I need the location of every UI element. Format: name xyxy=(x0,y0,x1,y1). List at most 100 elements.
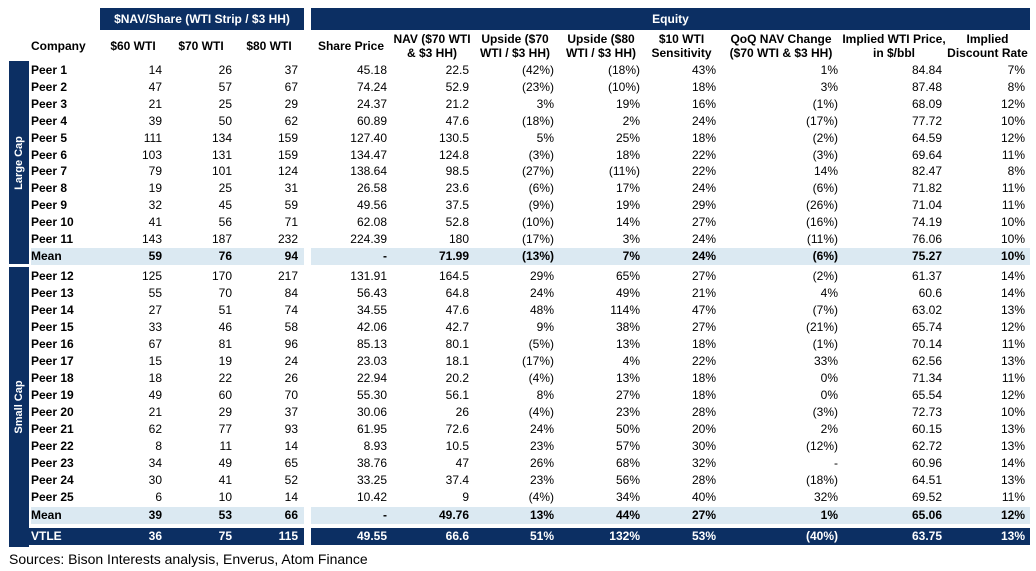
cell-70-wti: 134 xyxy=(211,130,232,145)
col-header-company: Company xyxy=(31,39,86,53)
col-header-10-wti-sensitivity: $10 WTI Sensitivity xyxy=(651,32,712,60)
cell-70-wti: 19 xyxy=(218,354,232,368)
table-row: Peer 2 47 57 67 74.24 52.9 (23%) (10%) 18% 3% 87.4… xyxy=(0,79,1036,96)
company-cell: Peer 6 xyxy=(31,147,68,162)
mean-band-nav xyxy=(31,248,304,265)
cell-80-wti: 37 xyxy=(284,405,298,419)
cell-nav-70-wti-3-hh: 180 xyxy=(448,232,469,246)
cell-implied-discount-rate: 13% xyxy=(1000,473,1025,487)
table-row: Peer 8 19 25 31 26.58 23.6 (6%) 17% 24% (6%) 71.82… xyxy=(0,180,1036,197)
table-row: Peer 22 8 11 14 8.93 10.5 23% 57% 30% (12%) 62.72 1… xyxy=(0,438,1036,455)
cell-upside-70-wti-3-hh: (27%) xyxy=(521,164,554,179)
mean-band-equity xyxy=(311,248,1030,265)
company-cell: Peer 22 xyxy=(31,439,74,453)
nav-share-group-header: $NAV/Share (WTI Strip / $3 HH) xyxy=(100,8,304,30)
cell-upside-70-wti-3-hh: (42%) xyxy=(521,63,554,77)
cell-implied-wti-price-in-bbl: 63.02 xyxy=(911,303,942,317)
cell-share-price: 131.91 xyxy=(350,269,387,283)
cell-10-wti-sensitivity: 24% xyxy=(691,113,716,128)
cell-nav-70-wti-3-hh: 21.2 xyxy=(445,96,469,111)
cell-share-price: 33.25 xyxy=(356,473,387,487)
cell-60-wti: 6 xyxy=(155,490,162,504)
cell-80-wti: 67 xyxy=(284,79,298,94)
cell-implied-wti-price-in-bbl: 71.82 xyxy=(911,181,942,196)
cell-10-wti-sensitivity: 22% xyxy=(691,354,716,368)
cell-upside-80-wti-3-hh: (11%) xyxy=(608,164,640,179)
cell-implied-wti-price-in-bbl: 69.52 xyxy=(911,490,942,504)
cell-qoq-nav-change-70-wti-3-hh: (6%) xyxy=(812,181,838,196)
cell-70-wti: 77 xyxy=(218,422,232,436)
cell-nav-70-wti-3-hh: 37.5 xyxy=(445,198,469,213)
cell-qoq-nav-change-70-wti-3-hh: (21%) xyxy=(805,320,838,334)
col-header-qoq-nav-change-70-wti-3-hh: QoQ NAV Change ($70 WTI & $3 HH) xyxy=(729,32,833,60)
cell-upside-70-wti-3-hh: 23% xyxy=(529,439,554,453)
mean-row: Mean 39 53 66 - 49.76 13% 44% 27% 1% 65.06 12% xyxy=(0,507,1036,524)
cell-70-wti: 29 xyxy=(218,405,232,419)
cell-qoq-nav-change-70-wti-3-hh: 0% xyxy=(820,371,838,385)
cell-implied-wti-price-in-bbl: 65.54 xyxy=(911,388,942,402)
cell-implied-discount-rate: 12% xyxy=(1000,130,1025,145)
cell-implied-wti-price-in-bbl: 74.19 xyxy=(911,215,942,230)
cell-70-wti: 11 xyxy=(219,439,232,453)
cell-upside-70-wti-3-hh: 3% xyxy=(536,96,554,111)
cell-80-wti: 52 xyxy=(284,473,298,487)
cell-upside-80-wti-3-hh: 49% xyxy=(615,286,640,300)
cell-80-wti: 14 xyxy=(284,439,298,453)
cell-nav-70-wti-3-hh: 52.8 xyxy=(445,215,469,230)
table-row: Peer 1 14 26 37 45.18 22.5 (42%) (18%) 43% 1% 84.8… xyxy=(0,62,1036,79)
cell-implied-discount-rate: 10% xyxy=(1000,249,1025,263)
vtle-band-equity xyxy=(311,528,1030,545)
cell-upside-80-wti-3-hh: 114% xyxy=(610,303,640,317)
cell-nav-70-wti-3-hh: 20.2 xyxy=(445,371,469,385)
cell-upside-70-wti-3-hh: (10%) xyxy=(521,215,554,230)
cell-share-price: 8.93 xyxy=(363,439,387,453)
cell-implied-discount-rate: 12% xyxy=(1000,388,1025,402)
cell-implied-discount-rate: 11% xyxy=(1001,490,1025,504)
cell-upside-70-wti-3-hh: (5%) xyxy=(528,337,554,351)
table-row: Peer 20 21 29 37 30.06 26 (4%) 23% 28% (3%) 72.73 1… xyxy=(0,404,1036,421)
company-cell: Peer 16 xyxy=(31,337,74,351)
cell-upside-80-wti-3-hh: 132% xyxy=(609,529,640,543)
cell-10-wti-sensitivity: 29% xyxy=(691,198,716,213)
cell-upside-80-wti-3-hh: (10%) xyxy=(607,79,640,94)
cell-60-wti: 8 xyxy=(155,439,162,453)
company-cell: Peer 1 xyxy=(31,63,68,77)
cell-80-wti: 62 xyxy=(284,113,298,128)
cell-implied-discount-rate: 14% xyxy=(1000,456,1025,470)
cell-10-wti-sensitivity: 28% xyxy=(691,405,716,419)
cell-60-wti: 19 xyxy=(148,181,162,196)
cell-60-wti: 14 xyxy=(148,63,162,77)
cell-10-wti-sensitivity: 53% xyxy=(691,529,716,543)
cell-implied-discount-rate: 11% xyxy=(1001,198,1025,213)
cell-qoq-nav-change-70-wti-3-hh: (17%) xyxy=(805,113,838,128)
cell-implied-wti-price-in-bbl: 84.84 xyxy=(911,63,942,77)
cell-qoq-nav-change-70-wti-3-hh: (40%) xyxy=(805,529,838,543)
cell-nav-70-wti-3-hh: 72.6 xyxy=(445,422,469,436)
cell-upside-70-wti-3-hh: (4%) xyxy=(528,490,554,504)
company-cell: Peer 10 xyxy=(31,215,74,230)
col-header-70-wti: $70 WTI xyxy=(178,39,224,53)
col-header-60-wti: $60 WTI xyxy=(110,39,156,53)
cell-implied-wti-price-in-bbl: 64.51 xyxy=(911,473,942,487)
table-row: Peer 6 103 131 159 134.47 124.8 (3%) 18% 22% (3%)… xyxy=(0,147,1036,164)
cell-nav-70-wti-3-hh: 52.9 xyxy=(445,79,469,94)
large-cap-side-label: Large Cap xyxy=(9,61,29,264)
company-cell: VTLE xyxy=(31,529,62,543)
cell-70-wti: 131 xyxy=(211,147,232,162)
company-cell: Peer 21 xyxy=(31,422,74,436)
cell-implied-wti-price-in-bbl: 61.37 xyxy=(911,269,942,283)
equity-group-header: Equity xyxy=(311,8,1030,30)
cell-upside-70-wti-3-hh: (18%) xyxy=(521,113,554,128)
table-row: Peer 19 49 60 70 55.30 56.1 8% 27% 18% 0% 65.54 12% xyxy=(0,387,1036,404)
cell-10-wti-sensitivity: 27% xyxy=(691,320,716,334)
table-row: Peer 25 6 10 14 10.42 9 (4%) 34% 40% 32% 69.52 11% xyxy=(0,489,1036,506)
cell-60-wti: 15 xyxy=(148,354,162,368)
col-header-nav-70-wti-3-hh: NAV ($70 WTI & $3 HH) xyxy=(393,32,471,60)
cell-qoq-nav-change-70-wti-3-hh: 0% xyxy=(820,388,838,402)
cell-10-wti-sensitivity: 30% xyxy=(691,439,716,453)
cell-60-wti: 21 xyxy=(148,96,162,111)
cell-nav-70-wti-3-hh: 56.1 xyxy=(445,388,469,402)
cell-10-wti-sensitivity: 43% xyxy=(691,63,716,77)
cell-80-wti: 159 xyxy=(277,130,298,145)
cell-share-price: 138.64 xyxy=(350,164,387,179)
